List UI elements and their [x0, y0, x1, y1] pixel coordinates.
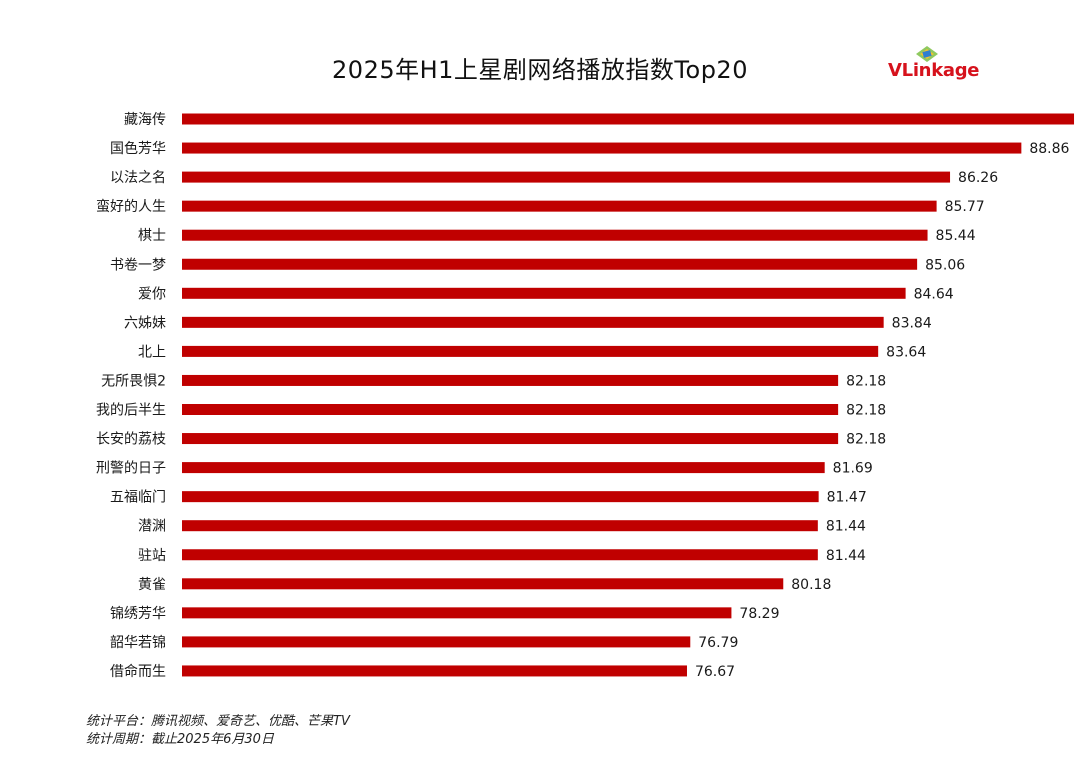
- value-label: 84.64: [914, 286, 954, 302]
- category-label: 五福临门: [110, 490, 166, 506]
- bar: [182, 113, 1075, 125]
- category-label: 以法之名: [110, 170, 166, 186]
- chart-title: 2025年H1上星剧网络播放指数Top20: [332, 56, 748, 84]
- value-label: 86.26: [958, 170, 998, 186]
- value-label: 85.06: [925, 257, 965, 273]
- bar: [182, 142, 1022, 154]
- category-label: 国色芳华: [110, 140, 166, 157]
- category-label: 藏海传: [124, 112, 166, 128]
- value-label: 81.44: [826, 548, 866, 564]
- value-label: 85.44: [936, 228, 976, 244]
- category-label: 蛮好的人生: [96, 198, 166, 215]
- bar: [182, 404, 839, 415]
- category-label: 长安的荔枝: [96, 432, 166, 448]
- category-label: 韶华若锦: [110, 634, 166, 651]
- footnote-platforms: 统计平台：腾讯视频、爱奇艺、优酷、芒果TV: [86, 714, 350, 729]
- value-label: 76.79: [698, 635, 738, 651]
- footnote-period: 统计周期：截止2025年6月30日: [86, 732, 274, 747]
- value-label: 82.18: [846, 432, 886, 448]
- category-label: 爱你: [138, 286, 166, 302]
- value-label: 83.64: [886, 344, 926, 360]
- value-label: 88.86: [1029, 141, 1069, 157]
- value-label: 82.18: [846, 403, 886, 419]
- category-label: 借命而生: [110, 663, 166, 680]
- bar: [182, 491, 819, 503]
- category-label: 六姊妹: [124, 315, 166, 331]
- logo-mark-icon: [916, 46, 938, 62]
- bar: [182, 287, 906, 299]
- value-label: 82.18: [846, 373, 886, 389]
- category-label: 无所畏惧2: [101, 373, 166, 389]
- category-label: 刑警的日子: [96, 461, 166, 477]
- category-label: 我的后半生: [96, 403, 166, 419]
- category-label: 棋士: [138, 228, 166, 244]
- category-label: 潜渊: [138, 519, 166, 535]
- bar: [182, 200, 937, 212]
- bar: [182, 462, 825, 474]
- value-label: 85.77: [945, 199, 985, 215]
- category-label: 锦绣芳华: [110, 605, 166, 622]
- bar: [182, 607, 732, 619]
- category-label: 黄雀: [138, 576, 166, 593]
- value-label: 78.29: [739, 606, 779, 622]
- bar: [182, 345, 879, 357]
- bar: [182, 316, 884, 328]
- value-label: 81.44: [826, 519, 866, 535]
- logo-text: VLinkage: [888, 60, 980, 81]
- value-label: 76.67: [695, 664, 735, 680]
- bar: [182, 549, 818, 561]
- category-label: 驻站: [138, 548, 166, 564]
- value-label: 80.18: [791, 577, 831, 593]
- bar: [182, 520, 818, 532]
- vlinkage-logo: VLinkage: [888, 44, 998, 88]
- bar: [182, 229, 928, 241]
- bar: [182, 665, 687, 677]
- bar-chart: 藏海传90.78国色芳华88.86以法之名86.26蛮好的人生85.77棋士85…: [96, 112, 1075, 680]
- bar: [182, 433, 839, 445]
- bar: [182, 171, 951, 183]
- category-label: 书卷一梦: [110, 257, 166, 273]
- category-label: 北上: [138, 344, 166, 360]
- bar: [182, 374, 839, 386]
- bar: [182, 258, 918, 270]
- bar: [182, 578, 784, 590]
- value-label: 81.47: [827, 490, 867, 506]
- value-label: 83.84: [892, 315, 932, 331]
- value-label: 81.69: [833, 461, 873, 477]
- bar: [182, 636, 691, 648]
